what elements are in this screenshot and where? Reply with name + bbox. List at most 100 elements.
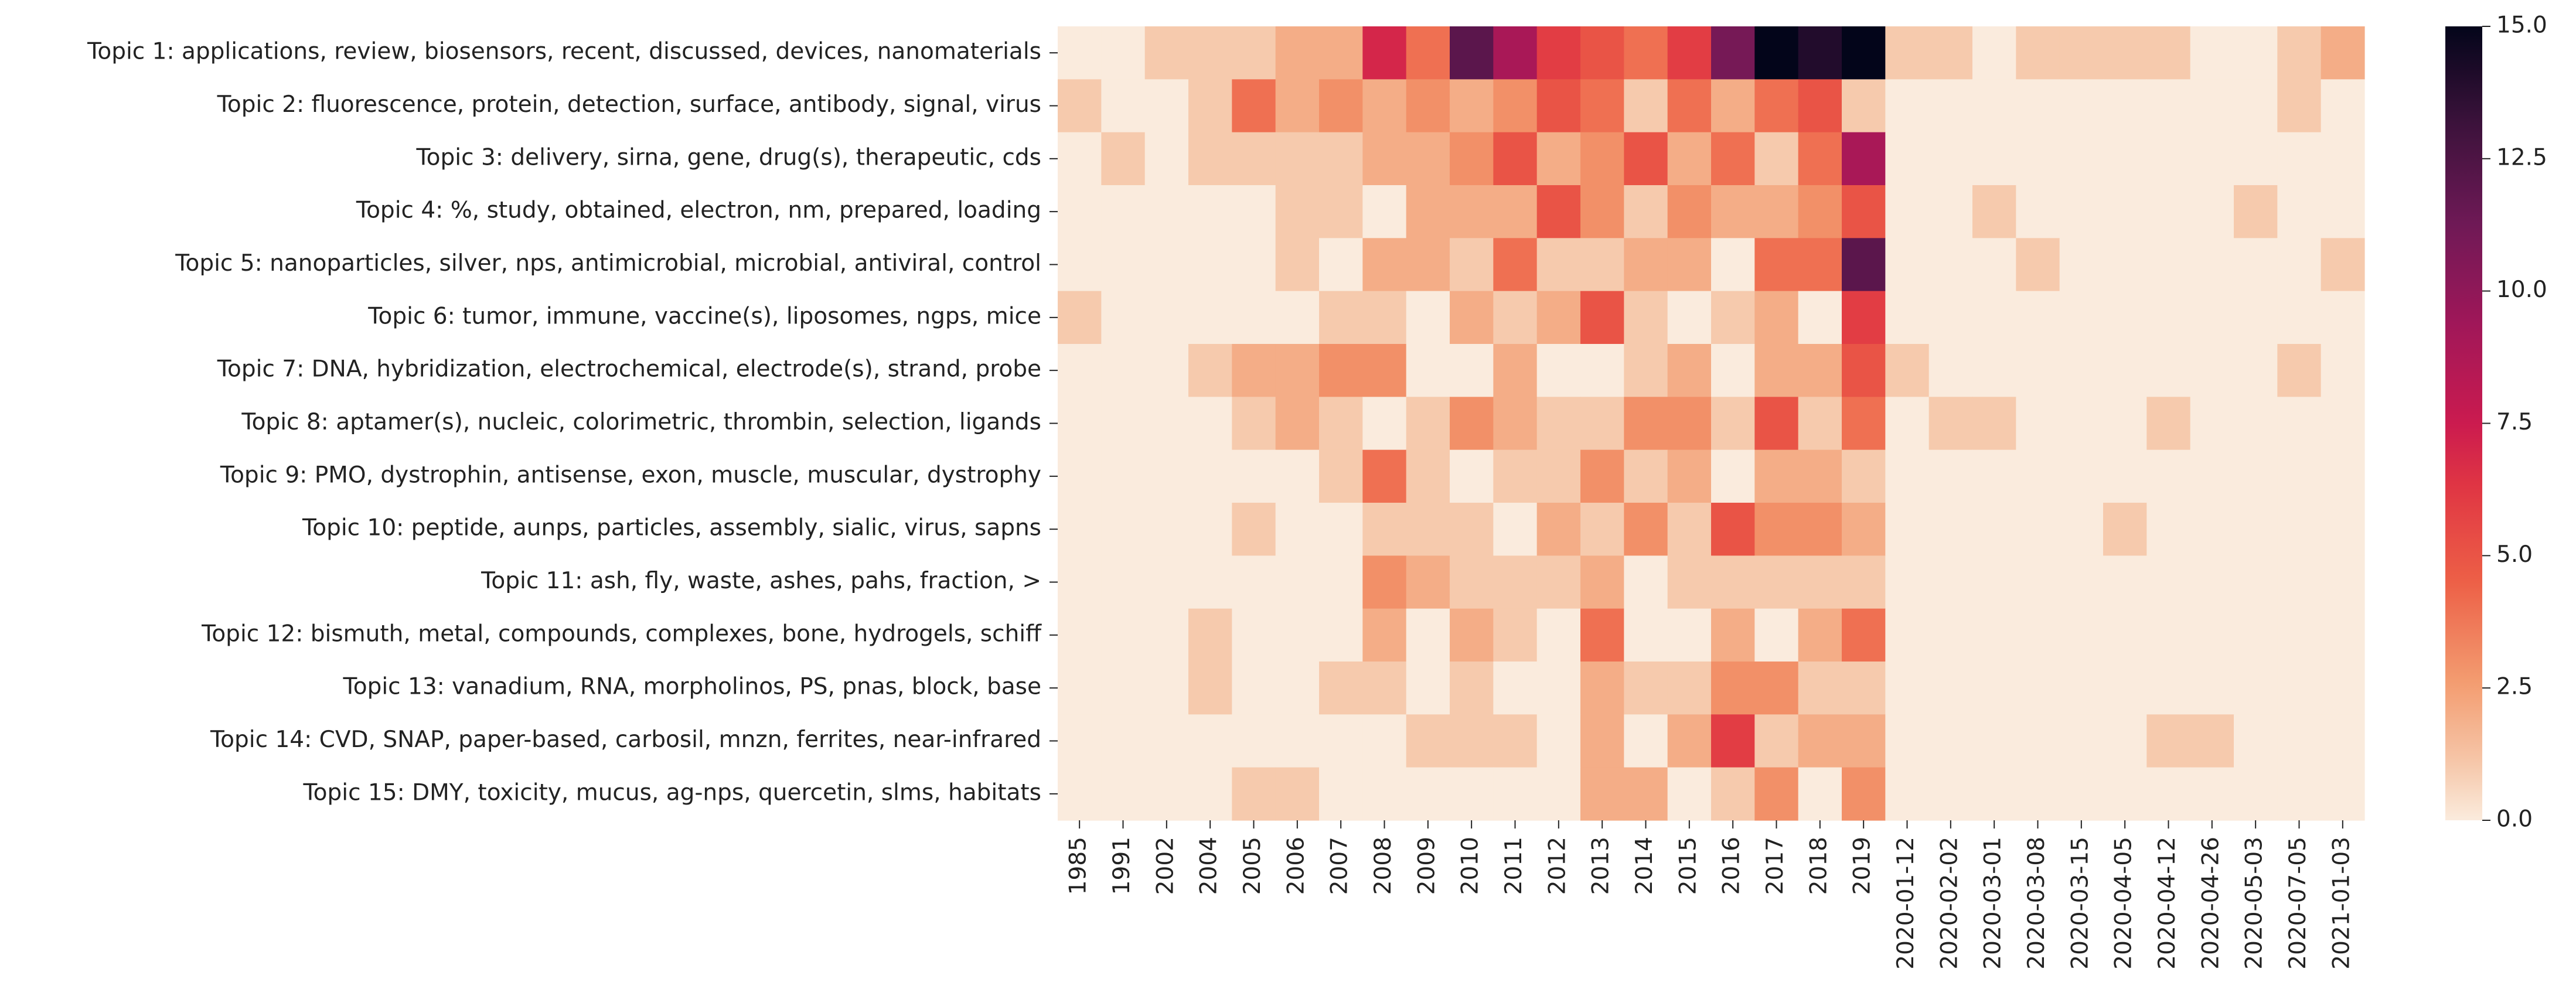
heatmap-cell xyxy=(2277,238,2322,292)
heatmap-cell xyxy=(1319,344,1363,397)
heatmap-cell xyxy=(1972,714,2016,768)
heatmap-cell xyxy=(1101,555,1146,609)
heatmap-cell xyxy=(1624,767,1668,821)
heatmap-cell xyxy=(1188,767,1232,821)
heatmap-cell xyxy=(1754,132,1799,186)
heatmap-cell xyxy=(1275,132,1320,186)
heatmap-cell xyxy=(1188,714,1232,768)
heatmap-cell xyxy=(1842,503,1886,556)
heatmap-cell xyxy=(1667,767,1712,821)
heatmap-cell xyxy=(1493,662,1538,715)
row-label: Topic 8: aptamer(s), nucleic, colorimetr… xyxy=(241,409,1041,435)
heatmap-cell xyxy=(1188,397,1232,451)
heatmap-cell xyxy=(1101,714,1146,768)
heatmap-cell xyxy=(1232,238,1276,292)
heatmap-cell xyxy=(1842,662,1886,715)
column-label: 2020-02-02 xyxy=(1936,837,1962,970)
heatmap-cell xyxy=(2321,662,2365,715)
heatmap-cell xyxy=(2321,714,2365,768)
heatmap-cell xyxy=(1842,238,1886,292)
heatmap-cell xyxy=(1493,397,1538,451)
heatmap-cell xyxy=(1928,714,1973,768)
heatmap-cell xyxy=(2277,767,2322,821)
heatmap-cell xyxy=(2146,662,2191,715)
heatmap-cell xyxy=(1798,79,1842,133)
heatmap-cell xyxy=(1928,291,1973,345)
heatmap-cell xyxy=(1058,555,1102,609)
heatmap-cell xyxy=(2103,503,2147,556)
heatmap-cell xyxy=(1450,291,1494,345)
heatmap-cell xyxy=(1406,555,1450,609)
heatmap-cell xyxy=(2234,132,2278,186)
heatmap-cell xyxy=(2059,662,2104,715)
heatmap-cell xyxy=(1144,608,1189,662)
heatmap-cell xyxy=(1711,79,1755,133)
heatmap-cell xyxy=(1362,714,1407,768)
heatmap-cell xyxy=(2059,26,2104,80)
heatmap-cell xyxy=(1842,714,1886,768)
heatmap-cell xyxy=(2016,555,2060,609)
heatmap-cell xyxy=(1885,714,1930,768)
heatmap-cell xyxy=(2277,662,2322,715)
heatmap-cell xyxy=(1624,185,1668,238)
heatmap-cell xyxy=(1580,662,1624,715)
heatmap-cell xyxy=(2103,26,2147,80)
heatmap-cell xyxy=(1450,449,1494,503)
heatmap-cell xyxy=(1058,26,1102,80)
heatmap-cell xyxy=(1319,185,1363,238)
heatmap-cell xyxy=(1362,291,1407,345)
column-label: 2020-07-05 xyxy=(2285,837,2311,970)
column-label: 2013 xyxy=(1588,837,1614,895)
heatmap-cell xyxy=(1580,397,1624,451)
colorbar-tick-label: 2.5 xyxy=(2496,674,2533,700)
heatmap-cell xyxy=(1188,662,1232,715)
heatmap-cell xyxy=(1406,185,1450,238)
heatmap-cell xyxy=(2234,662,2278,715)
heatmap-cell xyxy=(1928,79,1973,133)
heatmap-cell xyxy=(1928,503,1973,556)
heatmap-cell xyxy=(1101,26,1146,80)
heatmap-cell xyxy=(2146,26,2191,80)
heatmap-cell xyxy=(1319,662,1363,715)
heatmap-cell xyxy=(1624,79,1668,133)
heatmap-cell xyxy=(1406,503,1450,556)
heatmap-cell xyxy=(2059,503,2104,556)
heatmap-cell xyxy=(1798,185,1842,238)
heatmap-cell xyxy=(1188,185,1232,238)
heatmap-cell xyxy=(1232,397,1276,451)
heatmap-cell xyxy=(1580,185,1624,238)
heatmap-cell xyxy=(2234,608,2278,662)
heatmap-cell xyxy=(2234,555,2278,609)
heatmap-cell xyxy=(1450,767,1494,821)
heatmap-cell xyxy=(2016,79,2060,133)
heatmap-cell xyxy=(1580,26,1624,80)
heatmap-cell xyxy=(1450,26,1494,80)
heatmap-cell xyxy=(1972,238,2016,292)
heatmap-cell xyxy=(1667,449,1712,503)
heatmap-cell xyxy=(1885,608,1930,662)
heatmap-cell xyxy=(1493,555,1538,609)
colorbar-tick-label: 0.0 xyxy=(2496,806,2533,833)
heatmap-cell xyxy=(1580,79,1624,133)
heatmap-cell xyxy=(2146,503,2191,556)
heatmap-cell xyxy=(1450,397,1494,451)
heatmap-cell xyxy=(2016,608,2060,662)
heatmap-cell xyxy=(1798,397,1842,451)
heatmap-cell xyxy=(2190,185,2234,238)
column-label: 2020-04-05 xyxy=(2111,837,2137,970)
heatmap-cell xyxy=(1101,662,1146,715)
heatmap-cell xyxy=(1711,238,1755,292)
heatmap-cell xyxy=(1362,767,1407,821)
column-label: 2019 xyxy=(1849,837,1876,895)
colorbar-tick-label: 5.0 xyxy=(2496,541,2533,568)
heatmap-cell xyxy=(2016,714,2060,768)
heatmap-cell xyxy=(1536,662,1581,715)
heatmap-cell xyxy=(1928,238,1973,292)
heatmap-cell xyxy=(1058,767,1102,821)
heatmap-cell xyxy=(1101,397,1146,451)
heatmap-cell xyxy=(1667,132,1712,186)
heatmap-cell xyxy=(1928,397,1973,451)
heatmap-cell xyxy=(1536,449,1581,503)
heatmap-cell xyxy=(1711,132,1755,186)
